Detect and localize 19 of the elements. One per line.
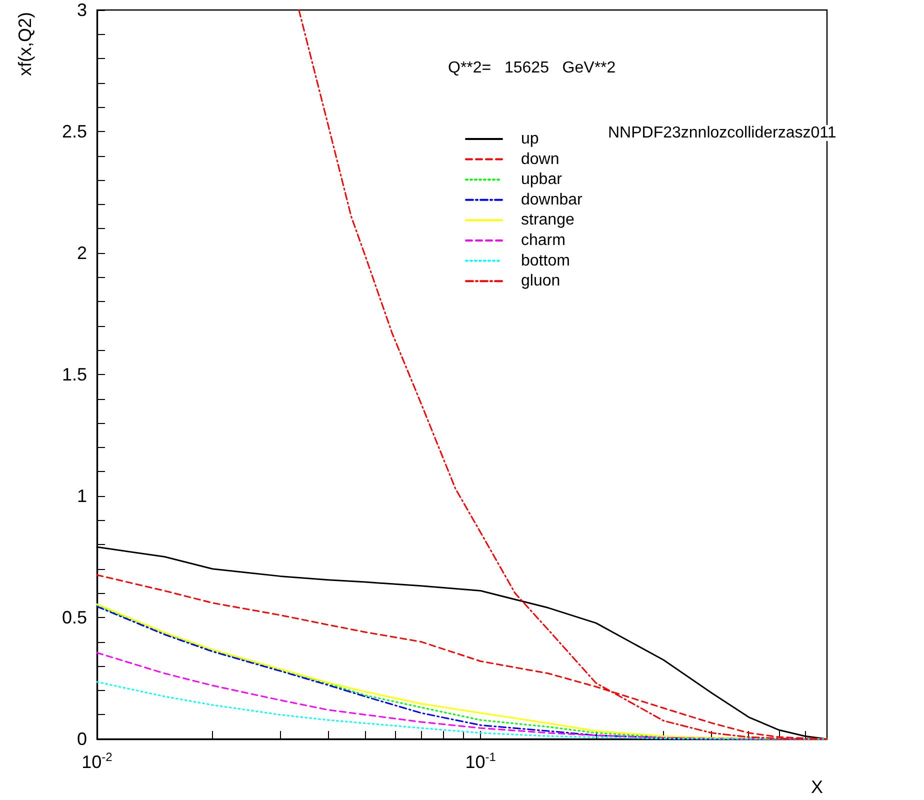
legend-label: downbar: [521, 191, 584, 208]
y-axis-title: xf(x,Q2): [15, 12, 35, 76]
y-tick-label: 2: [76, 243, 87, 263]
y-tick-label: 3: [76, 0, 87, 20]
legend-label: upbar: [521, 171, 563, 188]
y-tick-label: 2.5: [62, 122, 87, 142]
legend-label: charm: [521, 232, 566, 249]
y-tick-label: 1.5: [62, 364, 87, 384]
y-tick-label: 0.5: [62, 608, 87, 628]
legend-label: strange: [521, 212, 574, 229]
annotation: NNPDF23znnlozcolliderzasz011: [608, 124, 836, 142]
legend-label: down: [521, 150, 560, 168]
legend-label: up: [521, 130, 539, 148]
y-tick-label: 1: [76, 486, 87, 506]
legend-label: bottom: [521, 252, 570, 270]
x-axis-title: X: [811, 777, 824, 797]
y-tick-label: 0: [76, 729, 87, 749]
legend-label: gluon: [521, 272, 560, 290]
annotation: Q**2= 15625 GeV**2: [448, 60, 616, 76]
